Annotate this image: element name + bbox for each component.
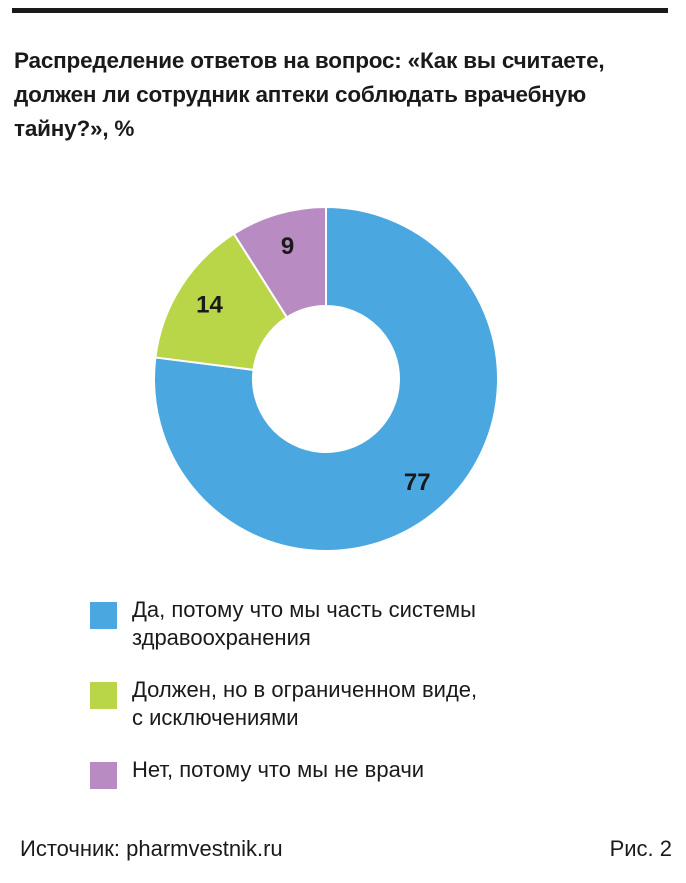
- legend-swatch-limited: [90, 682, 117, 709]
- legend-item-no: Нет, потому что мы не врачи: [90, 756, 650, 789]
- chart-title: Распределение ответов на вопрос: «Как вы…: [14, 48, 605, 141]
- legend-label-limited-line1: Должен, но в ограниченном виде,: [132, 677, 478, 702]
- slice-yes: [153, 205, 499, 552]
- legend: Да, потому что мы часть системы здравоох…: [90, 596, 650, 789]
- legend-label-yes-line1: Да, потому что мы часть системы: [132, 597, 476, 622]
- legend-swatch-no: [90, 762, 117, 789]
- data-label-no: 9: [281, 233, 294, 260]
- legend-item-yes: Да, потому что мы часть системы здравоох…: [90, 596, 650, 652]
- data-label-yes: 77: [404, 469, 431, 496]
- legend-label-limited-line2: с исключениями: [132, 705, 299, 730]
- slice-no: [232, 205, 327, 319]
- legend-swatch-yes: [90, 602, 117, 629]
- figure-number: Рис. 2: [609, 836, 672, 861]
- top-rule: [12, 8, 668, 13]
- legend-item-limited: Должен, но в ограниченном виде, с исключ…: [90, 676, 650, 732]
- data-label-limited: 14: [196, 292, 223, 319]
- source-note: Источник: pharmvestnik.ru: [20, 836, 283, 861]
- donut-chart: 77 14 9: [153, 205, 499, 552]
- legend-label-yes-line2: здравоохранения: [132, 625, 311, 650]
- legend-label-no-line1: Нет, потому что мы не врачи: [132, 757, 425, 782]
